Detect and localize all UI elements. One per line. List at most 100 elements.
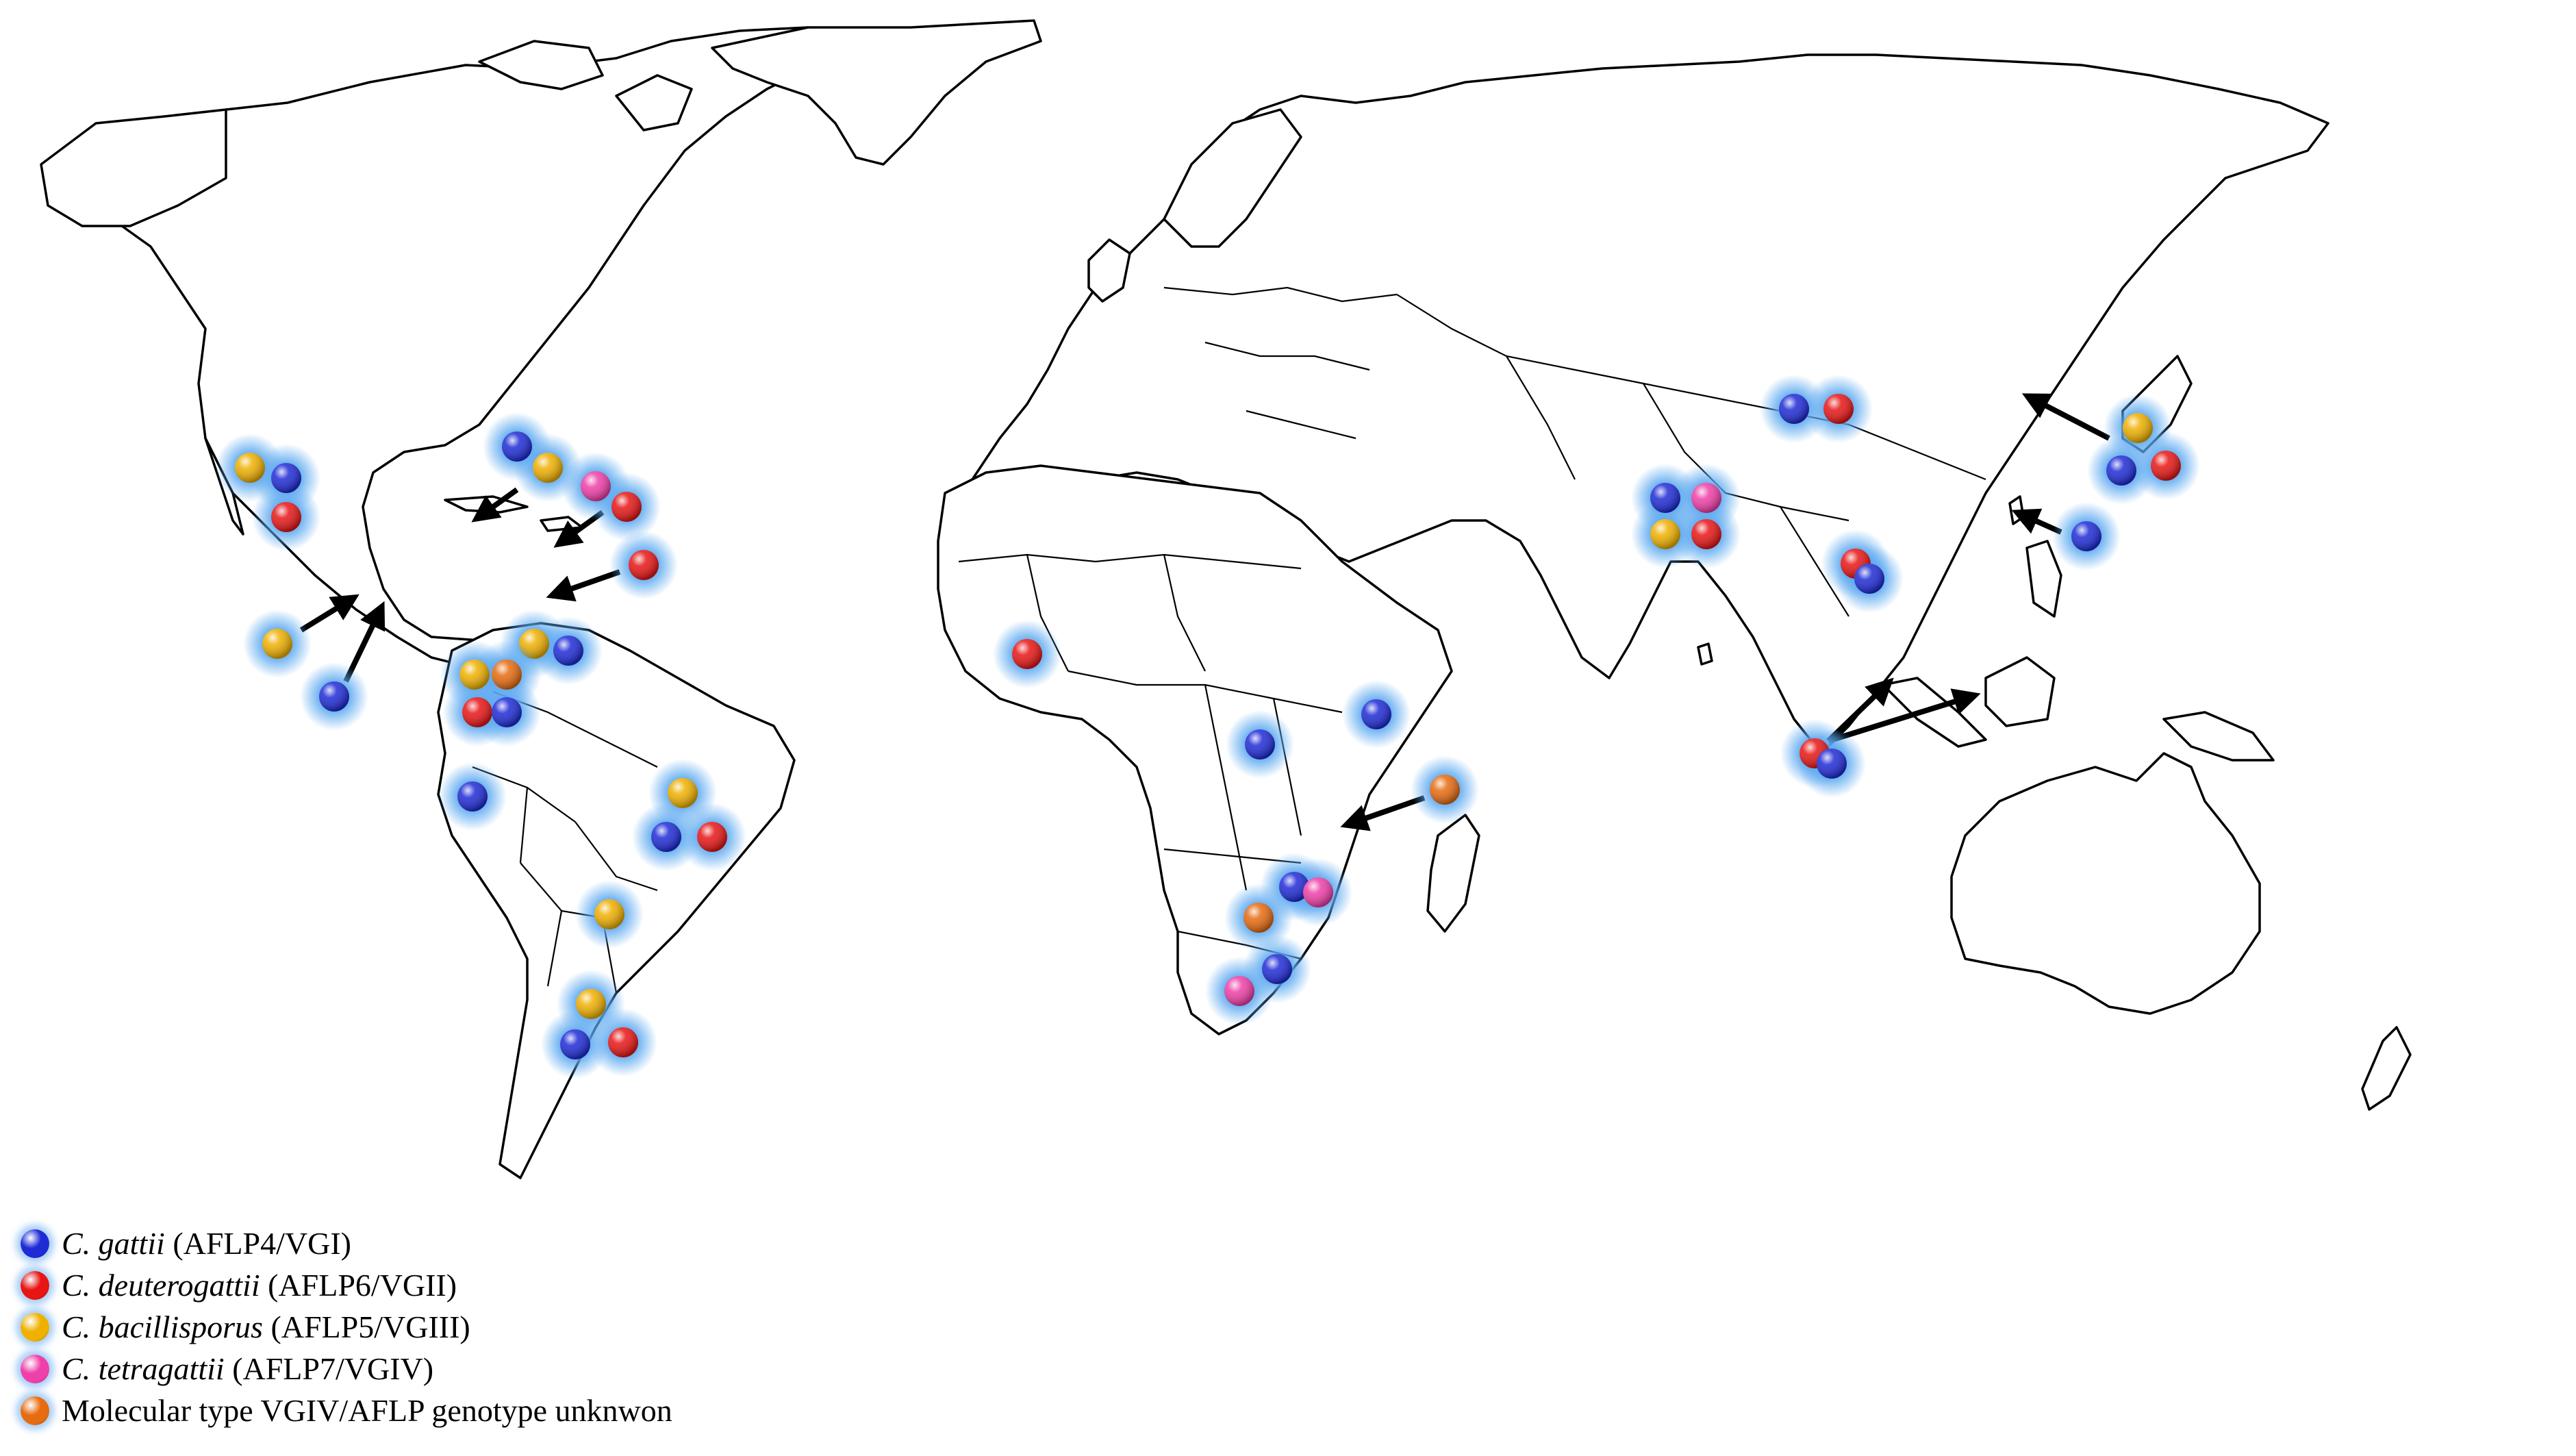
marker-shine: [457, 781, 488, 812]
marker-shine: [1817, 749, 1847, 779]
legend: C. gattii (AFLP4/VGI) C. deuterogattii (…: [21, 1222, 979, 1431]
arrow-malawi: [1340, 795, 1426, 831]
marker-group-korea: [2087, 394, 2200, 505]
marker-group-guatemala: [243, 610, 312, 678]
canada-arctic-islands: [478, 40, 604, 90]
marker-shine: [1430, 775, 1460, 805]
arrow-malaysia-2: [1827, 688, 1981, 744]
borneo: [1984, 656, 2056, 727]
marker-group-thailand: [1821, 529, 1904, 613]
marker-group-ivory-coast: [993, 620, 1061, 688]
marker-group-honduras: [300, 662, 368, 731]
legend-dot-tetragattii: [21, 1354, 49, 1383]
marker-shine: [492, 697, 522, 727]
legend-label-deuterogattii: C. deuterogattii (AFLP6/VGII): [62, 1268, 457, 1303]
marker-shine: [1012, 639, 1042, 669]
legend-label-bacillisporus: C. bacillisporus (AFLP5/VGIII): [62, 1309, 470, 1344]
marker-shine: [271, 463, 301, 493]
legend-item-gattii: C. gattii (AFLP4/VGI): [21, 1222, 979, 1264]
marker-group-colombia: [440, 640, 541, 746]
marker-shine: [2106, 455, 2136, 486]
legend-item-tetragattii: C. tetragattii (AFLP7/VGIV): [21, 1348, 979, 1390]
marker-shine: [553, 636, 583, 666]
marker-shine: [1262, 954, 1292, 984]
marker-shine: [1779, 394, 1809, 424]
marker-shine: [1224, 976, 1254, 1006]
australia: [1950, 752, 2261, 1015]
marker-shine: [262, 629, 292, 659]
legend-dot-deuterogattii: [21, 1270, 49, 1300]
scandinavia: [1163, 108, 1302, 248]
alaska: [40, 108, 227, 227]
marker-shine: [1361, 699, 1391, 729]
arrow-guatemala: [299, 594, 359, 633]
madagascar: [1426, 814, 1480, 933]
marker-shine: [502, 431, 532, 462]
marker-shine: [576, 989, 606, 1019]
greenland: [711, 19, 1042, 166]
marker-shine: [271, 502, 301, 532]
marker-group-mexico: [216, 434, 320, 551]
marker-group-malawi: [1411, 755, 1479, 824]
legend-label-tetragattii: C. tetragattii (AFLP7/VGIV): [62, 1351, 434, 1386]
marker-shine: [1245, 729, 1275, 760]
marker-shine: [611, 492, 642, 522]
legend-label-unknown: Molecular type VGIV/AFLP genotype unknwo…: [62, 1393, 672, 1428]
south-america-borders: [472, 690, 658, 994]
marker-shine: [1279, 872, 1309, 902]
canada-arctic-islands-2: [615, 74, 693, 131]
africa-borders: [958, 553, 1343, 960]
marker-shine: [2123, 413, 2153, 443]
legend-dot-bacillisporus: [21, 1312, 49, 1342]
marker-group-india: [1631, 464, 1741, 568]
marker-shine: [459, 660, 490, 690]
arrow-cuba: [471, 487, 519, 523]
marker-group-zimbabwe: [1260, 853, 1352, 927]
marker-shine: [651, 822, 681, 852]
marker-group-taiwan: [2052, 502, 2121, 570]
marker-shine: [1854, 564, 1884, 594]
marker-shine: [608, 1027, 638, 1057]
sri-lanka: [1697, 642, 1713, 666]
marker-shine: [560, 1029, 590, 1059]
marker-group-puerto-rico: [561, 452, 661, 541]
arrows-layer: [299, 393, 2110, 831]
marker-shine: [1303, 877, 1333, 907]
marker-group-malaysia: [1780, 719, 1866, 798]
marker-group-peru: [438, 762, 507, 831]
marker-shine: [2071, 521, 2101, 551]
marker-shine: [594, 899, 624, 929]
marker-shine: [462, 697, 492, 727]
legend-label-gattii: C. gattii (AFLP4/VGI): [62, 1226, 351, 1261]
arrow-korea: [2021, 393, 2110, 441]
marker-shine: [492, 660, 522, 690]
markers-layer: [216, 375, 2200, 1079]
marker-group-dr-congo: [1226, 710, 1294, 779]
marker-group-botswana: [1224, 883, 1293, 952]
marker-shine: [1691, 483, 1721, 513]
marker-shine: [629, 550, 659, 580]
marker-group-south-africa: [1205, 935, 1311, 1025]
legend-item-unknown: Molecular type VGIV/AFLP genotype unknwo…: [21, 1390, 979, 1431]
marker-group-martinique: [609, 531, 678, 599]
marker-group-kenya: [1342, 680, 1411, 749]
legend-dot-gattii: [21, 1229, 49, 1258]
marker-shine: [319, 681, 349, 712]
new-zealand: [2361, 1026, 2412, 1111]
marker-shine: [1650, 483, 1680, 513]
indonesia: [1882, 677, 1987, 748]
new-guinea: [2162, 711, 2275, 762]
marker-shine: [581, 471, 611, 501]
marker-shine: [1650, 519, 1680, 549]
marker-group-argentina: [541, 970, 657, 1079]
marker-group-paraguay: [575, 880, 644, 949]
arrow-martinique: [546, 569, 621, 602]
marker-shine: [1691, 519, 1721, 549]
marker-shine: [1823, 394, 1854, 424]
legend-item-deuterogattii: C. deuterogattii (AFLP6/VGII): [21, 1264, 979, 1306]
legend-item-bacillisporus: C. bacillisporus (AFLP5/VGIII): [21, 1306, 979, 1348]
marker-shine: [235, 453, 265, 483]
marker-group-venezuela: [500, 610, 603, 685]
